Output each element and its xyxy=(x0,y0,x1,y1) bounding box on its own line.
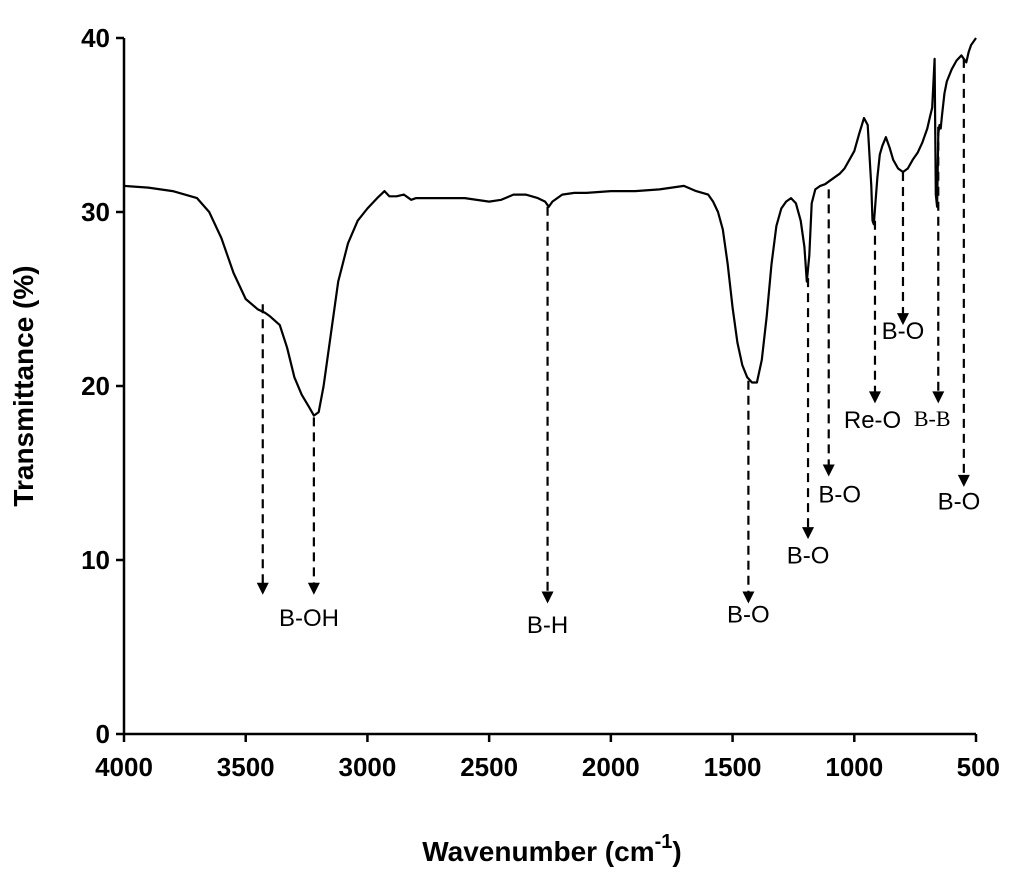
x-axis-title: Wavenumber (cm-1) xyxy=(422,831,681,867)
annotation-label: B-O xyxy=(727,602,770,629)
x-tick-label: 1500 xyxy=(704,752,762,782)
annotation-label: B-O xyxy=(787,542,830,569)
annotation-label: B-O xyxy=(938,489,981,516)
x-tick-label: 1000 xyxy=(825,752,883,782)
x-tick-label: 3500 xyxy=(217,752,275,782)
plot-area xyxy=(123,37,977,417)
x-tick-label: 500 xyxy=(957,752,1000,782)
annotation-arrowhead xyxy=(822,464,835,477)
peak-annotations: B-OH B-H B-O B-O B-O Re-O B-O B-B B-O xyxy=(256,58,981,639)
annotation-arrowhead xyxy=(957,474,970,487)
annotation-arrowhead xyxy=(541,591,554,604)
annotation-label: B-H xyxy=(527,612,568,639)
annotation-arrowhead xyxy=(896,313,909,326)
x-tick-label: 2000 xyxy=(582,752,640,782)
x-tick-label: 3000 xyxy=(339,752,397,782)
annotation-arrowhead xyxy=(307,582,320,595)
y-axis-title: Transmittance (%) xyxy=(8,265,39,506)
annotation-arrowhead xyxy=(802,527,815,540)
x-axis-title-main: Wavenumber (cm xyxy=(422,836,654,867)
x-tick-label: 4000 xyxy=(95,752,153,782)
x-axis-title-close: ) xyxy=(672,836,681,867)
annotation-arrowhead xyxy=(932,391,945,404)
annotation-arrowhead xyxy=(256,582,269,595)
annotation-label: Re-O xyxy=(844,407,901,434)
y-tick-label: 30 xyxy=(81,197,110,227)
annotation-label: B-O xyxy=(882,318,925,345)
x-axis: 4000 3500 3000 2500 2000 1500 1000 500 xyxy=(95,732,1000,782)
y-tick-label: 40 xyxy=(81,23,110,53)
annotation-arrowhead xyxy=(868,391,881,404)
y-tick-label: 10 xyxy=(81,545,110,575)
y-tick-label: 0 xyxy=(96,719,110,749)
annotation-label: B-OH xyxy=(279,605,339,632)
x-tick-label: 2500 xyxy=(460,752,518,782)
annotation-arrowhead xyxy=(742,591,755,604)
spectrum-line-0 xyxy=(123,37,977,417)
x-axis-title-superscript: -1 xyxy=(655,831,673,853)
annotation-label: B-B xyxy=(914,406,951,431)
y-axis: 0 10 20 30 40 xyxy=(81,23,126,749)
annotation-label: B-O xyxy=(818,482,861,509)
y-tick-label: 20 xyxy=(81,371,110,401)
